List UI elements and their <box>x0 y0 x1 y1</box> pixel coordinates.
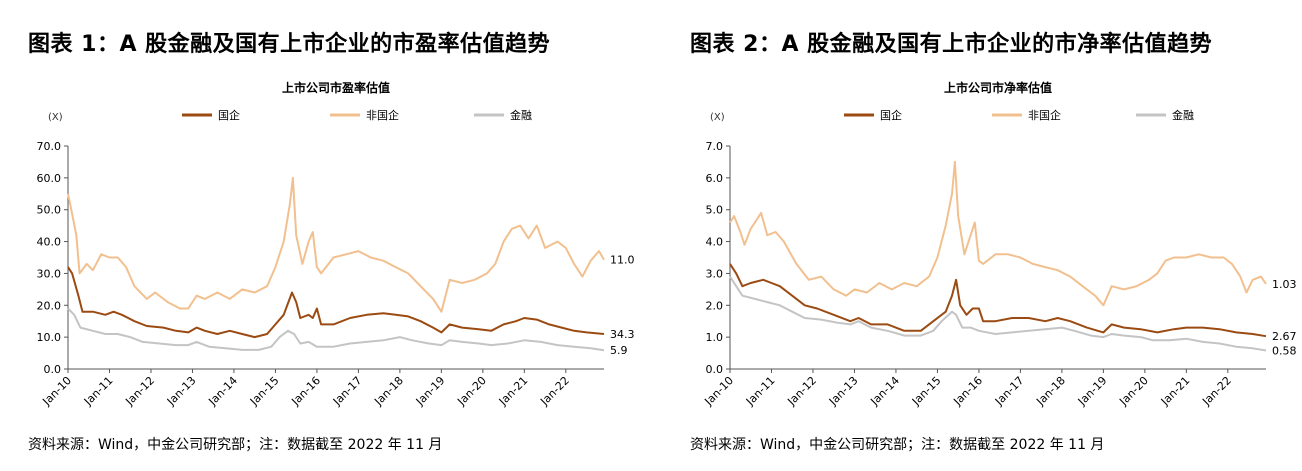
series-line-non-soe <box>729 160 1267 307</box>
pb-ratio-chart: 上市公司市净率估值 (X) 国企 非国企 金融 0.0 1.0 2.0 3.0 4.0 5.0 6.0… <box>702 80 1297 409</box>
series-line-soe <box>729 263 1267 338</box>
x-tick-label: Jan-12 <box>784 374 819 409</box>
y-tick-label: 1.0 <box>706 331 724 344</box>
x-tick-label: Jan-16 <box>950 374 985 409</box>
x-tick-label: Jan-20 <box>1116 374 1151 409</box>
y-tick-label: 7.0 <box>706 140 724 153</box>
legend-label: 国企 <box>218 108 240 122</box>
figure-1-panel: 图表 1：A 股金融及国有上市企业的市盈率估值趋势 上市公司市盈率估值 (X) 国企… <box>0 0 640 471</box>
x-tick-label: Jan-22 <box>1199 374 1234 409</box>
y-tick-label: 3.0 <box>706 267 724 280</box>
x-tick-label: Jan-12 <box>122 374 157 409</box>
end-value-label: 5.9 <box>610 344 628 357</box>
x-tick-label: Jan-19 <box>1075 374 1110 409</box>
legend-label: 非国企 <box>366 108 399 122</box>
y-tick-label: 0.0 <box>44 363 62 376</box>
y-tick-label: 70.0 <box>37 140 62 153</box>
legend-item: 金融 <box>474 108 532 122</box>
y-tick-label: 40.0 <box>37 236 62 249</box>
x-tick-label: Jan-10 <box>40 374 75 409</box>
y-tick-label: 20.0 <box>37 299 62 312</box>
y-tick-label: 2.0 <box>706 299 724 312</box>
end-value-label: 1.03 <box>1272 278 1297 291</box>
x-tick-label: Jan-18 <box>371 374 406 409</box>
x-tick-label: Jan-21 <box>496 374 531 409</box>
x-tick-label: Jan-17 <box>992 374 1027 409</box>
source-note: 资料来源：Wind，中金公司研究部；注：数据截至 2022 年 11 月 <box>690 437 1105 453</box>
y-tick-label: 4.0 <box>706 236 724 249</box>
series-line-non-soe <box>67 176 605 313</box>
legend-label: 金融 <box>1172 108 1194 122</box>
y-tick-label: 10.0 <box>37 331 62 344</box>
y-tick-label: 6.0 <box>706 172 724 185</box>
x-tick-label: Jan-14 <box>205 374 240 409</box>
x-tick-label: Jan-14 <box>867 374 902 409</box>
series-line-soe <box>67 266 605 339</box>
x-tick-label: Jan-17 <box>330 374 365 409</box>
y-unit-label: (X) <box>710 112 725 123</box>
x-tick-label: Jan-11 <box>81 374 116 409</box>
legend-item: 金融 <box>1136 108 1194 122</box>
end-value-label: 0.58 <box>1272 345 1297 358</box>
x-tick-label: Jan-10 <box>702 374 737 409</box>
legend-item: 非国企 <box>992 108 1061 122</box>
legend-item: 国企 <box>844 108 902 122</box>
figure-title: 图表 1：A 股金融及国有上市企业的市盈率估值趋势 <box>28 32 551 57</box>
x-tick-label: Jan-13 <box>164 374 199 409</box>
x-tick-label: Jan-18 <box>1033 374 1068 409</box>
end-value-label: 2.67 <box>1272 330 1297 343</box>
legend-label: 国企 <box>880 108 902 122</box>
legend-label: 非国企 <box>1028 108 1061 122</box>
y-tick-label: 5.0 <box>706 204 724 217</box>
figure-title: 图表 2：A 股金融及国有上市企业的市净率估值趋势 <box>690 32 1213 57</box>
pe-ratio-chart: 上市公司市盈率估值 (X) 国企 非国企 金融 0.0 10.0 20.0 30.0 40.0 50… <box>37 80 635 409</box>
legend-label: 金融 <box>510 108 532 122</box>
x-tick-label: Jan-19 <box>413 374 448 409</box>
x-tick-label: Jan-11 <box>743 374 778 409</box>
x-tick-label: Jan-13 <box>826 374 861 409</box>
chart-title: 上市公司市净率估值 <box>944 80 1052 95</box>
legend-item: 国企 <box>182 108 240 122</box>
series-line-finance <box>729 276 1267 352</box>
y-unit-label: (X) <box>48 112 63 123</box>
x-tick-label: Jan-20 <box>454 374 489 409</box>
x-tick-label: Jan-16 <box>288 374 323 409</box>
y-tick-label: 60.0 <box>37 172 62 185</box>
x-tick-label: Jan-21 <box>1158 374 1193 409</box>
x-tick-label: Jan-15 <box>247 374 282 409</box>
chart-title: 上市公司市盈率估值 <box>282 80 390 95</box>
y-tick-label: 30.0 <box>37 267 62 280</box>
y-tick-label: 0.0 <box>706 363 724 376</box>
figure-2-panel: 图表 2：A 股金融及国有上市企业的市净率估值趋势 上市公司市净率估值 (X) 国企… <box>662 0 1302 471</box>
end-value-label: 34.3 <box>610 328 635 341</box>
series-line-finance <box>67 307 605 352</box>
legend-item: 非国企 <box>330 108 399 122</box>
x-tick-label: Jan-22 <box>537 374 572 409</box>
source-note: 资料来源：Wind，中金公司研究部；注：数据截至 2022 年 11 月 <box>28 437 443 453</box>
end-value-label: 11.0 <box>610 254 635 267</box>
y-tick-label: 50.0 <box>37 204 62 217</box>
x-tick-label: Jan-15 <box>909 374 944 409</box>
